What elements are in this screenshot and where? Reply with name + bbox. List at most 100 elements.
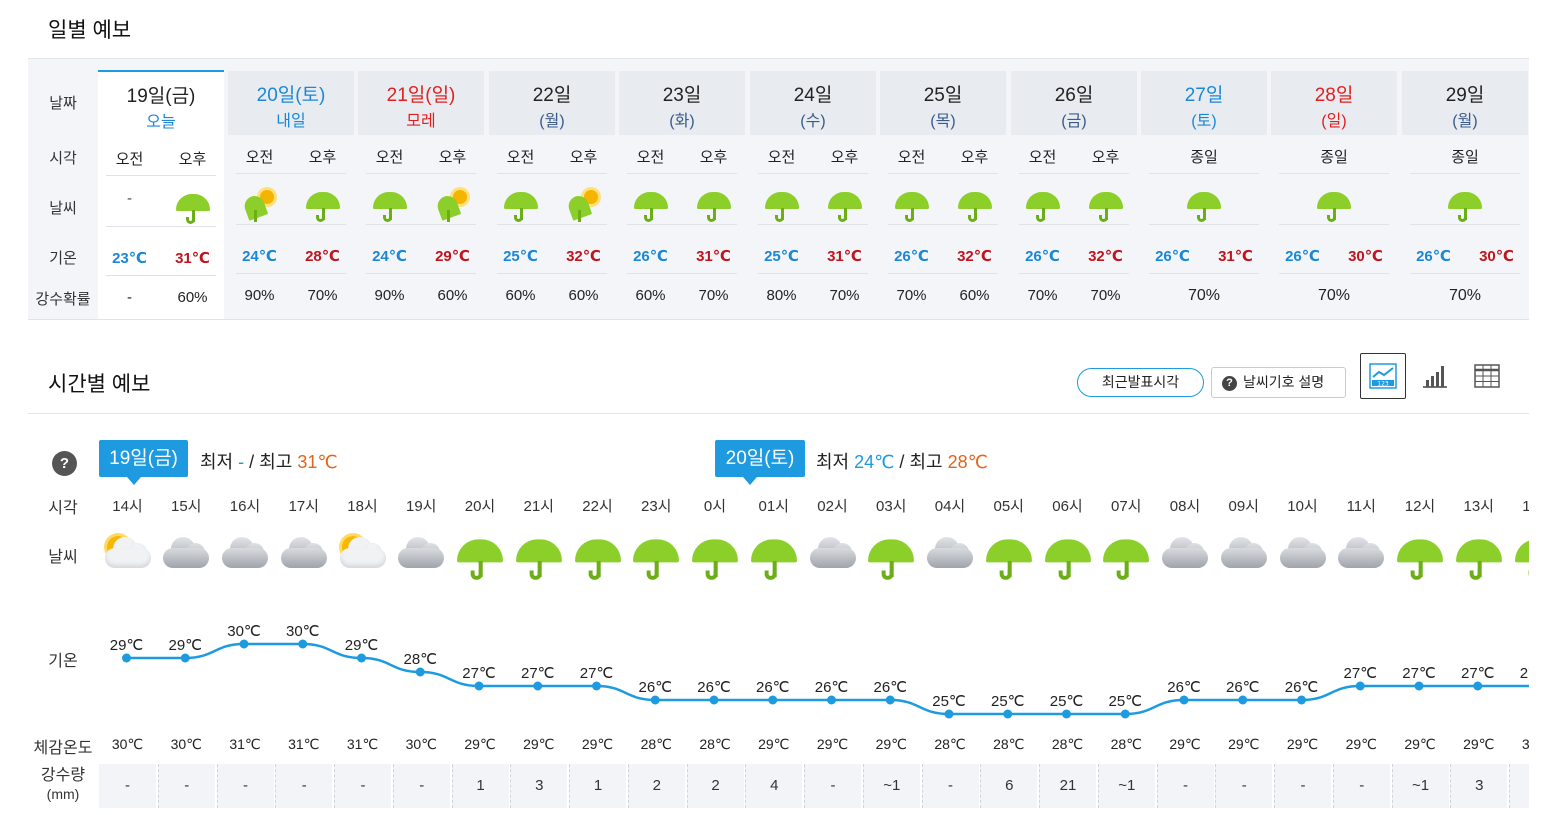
hour-time: 0시 xyxy=(703,498,727,515)
temp-low: 24℃ xyxy=(242,248,277,265)
feels-like: 29℃ xyxy=(758,736,790,752)
day-header[interactable]: 19일(금) 오늘 xyxy=(98,72,224,136)
rain-unit: (mm) xyxy=(46,786,80,802)
day-header[interactable]: 27일 (토) xyxy=(1141,71,1267,135)
day-column[interactable]: 29일 (월) 종일 26℃ 30℃ 70% xyxy=(1402,71,1528,320)
temp-low: 26℃ xyxy=(1155,248,1190,265)
table-grid-icon xyxy=(1474,364,1500,388)
day-sub: 모레 xyxy=(406,113,436,130)
temperature-label: 27℃ xyxy=(580,665,614,682)
umbrella-icon xyxy=(749,534,798,583)
hour-time: 05시 xyxy=(993,498,1025,515)
temperature-point xyxy=(415,667,425,677)
hourly-label-temp: 기온 xyxy=(48,653,78,670)
temperature-label: 26℃ xyxy=(1167,679,1201,696)
day-sub: (수) xyxy=(800,113,826,130)
umbrella-icon xyxy=(1513,534,1529,583)
day-header[interactable]: 24일 (수) xyxy=(750,71,876,135)
day-header[interactable]: 28일 (일) xyxy=(1271,71,1397,135)
am-rain: 60% xyxy=(505,287,536,304)
day-header[interactable]: 23일 (화) xyxy=(619,71,745,135)
recent-announcement-button[interactable]: 최근발표시각 xyxy=(1077,368,1204,397)
cloud-icon xyxy=(923,534,977,570)
hour-column: 15시 30℃ - xyxy=(157,490,216,815)
graph-view-button[interactable]: 123 xyxy=(1360,353,1406,399)
time-row: 오전 오후 xyxy=(228,146,354,167)
hour-column: 11시 29℃ - xyxy=(1332,490,1391,815)
bar-view-button[interactable] xyxy=(1412,353,1458,399)
temp-high: 31℃ xyxy=(175,250,210,267)
temperature-label: 26℃ xyxy=(873,679,907,696)
temperature-label: 29℃ xyxy=(168,637,202,654)
am-label: 오전 xyxy=(115,151,144,168)
hour-column: 01시 29℃ 4 xyxy=(744,490,803,815)
day-tag-20: 20일(토) xyxy=(715,440,805,485)
temp-low: 26℃ xyxy=(1285,248,1320,265)
hour-column: 08시 29℃ - xyxy=(1156,490,1215,815)
help-icon[interactable]: ? xyxy=(52,451,77,476)
day-column[interactable]: 20일(토) 내일 오전 오후 24℃ 28℃ 90% 70% xyxy=(228,71,354,320)
temp-row: 25℃ 31℃ xyxy=(750,247,876,265)
day-column[interactable]: 22일 (월) 오전 오후 25℃ 32℃ 60% 60% xyxy=(489,71,615,320)
rain-row: 70% 60% xyxy=(880,287,1006,304)
question-icon: ? xyxy=(1222,375,1237,391)
temp-low: 23℃ xyxy=(112,250,147,267)
umbrella-icon xyxy=(175,190,211,226)
day-column[interactable]: 28일 (일) 종일 26℃ 30℃ 70% xyxy=(1271,71,1397,320)
day-column[interactable]: 25일 (목) 오전 오후 26℃ 32℃ 70% 60% xyxy=(880,71,1006,320)
umbrella-icon xyxy=(632,534,681,583)
temp-row: 26℃ 31℃ xyxy=(619,247,745,265)
hour-weather xyxy=(1332,534,1391,579)
umbrella-icon xyxy=(984,534,1033,583)
day-sub: (화) xyxy=(669,113,695,130)
day-header[interactable]: 22일 (월) xyxy=(489,71,615,135)
temperature-label: 29℃ xyxy=(110,637,144,654)
day-header[interactable]: 21일(일) 모레 xyxy=(358,71,484,135)
temp-high: 29℃ xyxy=(435,248,470,265)
umbrella-icon xyxy=(1454,534,1503,583)
temperature-label: 25℃ xyxy=(1050,693,1084,710)
rain-amount: 3 xyxy=(1450,764,1508,808)
day-column[interactable]: 21일(일) 모레 오전 오후 24℃ 29℃ 90% 60% xyxy=(358,71,484,320)
bar-graph-icon xyxy=(1423,366,1447,388)
table-view-button[interactable] xyxy=(1464,353,1510,399)
day-column[interactable]: 19일(금) 오늘 오전 오후 - 23℃ 31℃ - 60% xyxy=(98,70,224,319)
am-rain: 80% xyxy=(766,287,797,304)
temperature-point xyxy=(298,639,308,649)
day-column[interactable]: 26일 (금) 오전 오후 26℃ 32℃ 70% 70% xyxy=(1011,71,1137,320)
temperature-label: 26℃ xyxy=(756,679,790,696)
temp-row: 26℃ 32℃ xyxy=(1011,247,1137,265)
hour-time: 20시 xyxy=(464,498,496,515)
temp-low: 25℃ xyxy=(503,248,538,265)
temp-low: 24℃ xyxy=(372,248,407,265)
day-column[interactable]: 24일 (수) 오전 오후 25℃ 31℃ 80% 70% xyxy=(750,71,876,320)
row-divider xyxy=(758,273,868,274)
day-header[interactable]: 25일 (목) xyxy=(880,71,1006,135)
pm-label: 오후 xyxy=(178,151,207,168)
weather-row xyxy=(228,188,354,228)
weather-legend-button[interactable]: ? 날씨기호 설명 xyxy=(1211,367,1346,398)
rain-amount: - xyxy=(275,764,333,808)
hour-column: 02시 29℃ - xyxy=(803,490,862,815)
day-header[interactable]: 29일 (월) xyxy=(1402,71,1528,135)
hour-time: 13시 xyxy=(1463,498,1495,515)
temp-low: 25℃ xyxy=(764,248,799,265)
feels-like: 28℃ xyxy=(993,736,1025,752)
hour-weather xyxy=(803,534,862,579)
day-header[interactable]: 20일(토) 내일 xyxy=(228,71,354,135)
day-header[interactable]: 26일 (금) xyxy=(1011,71,1137,135)
row-divider xyxy=(627,273,737,274)
weather-row xyxy=(880,188,1006,228)
row-divider xyxy=(106,175,216,176)
feels-like: 28℃ xyxy=(640,736,672,752)
temperature-point xyxy=(1414,681,1424,691)
feels-like: 28℃ xyxy=(1110,736,1142,752)
day-column[interactable]: 27일 (토) 종일 26℃ 31℃ 70% xyxy=(1141,71,1267,320)
rain-amount: 1 xyxy=(569,764,626,808)
row-divider xyxy=(236,224,346,225)
umbrella-icon xyxy=(1186,188,1222,224)
day-sub: (금) xyxy=(1061,113,1087,130)
line-graph-icon: 123 xyxy=(1369,363,1397,389)
day-column[interactable]: 23일 (화) 오전 오후 26℃ 31℃ 60% 70% xyxy=(619,71,745,320)
rain-amount: 6 xyxy=(980,764,1038,808)
